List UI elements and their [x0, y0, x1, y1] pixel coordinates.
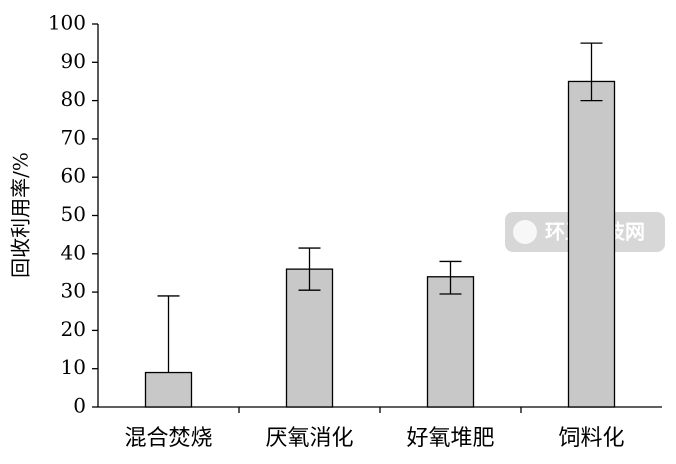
y-tick-label: 20 [61, 317, 86, 341]
bar [426, 276, 475, 408]
x-tick-label: 厌氧消化 [265, 426, 353, 451]
y-tick-label: 100 [48, 11, 86, 35]
error-bar-lower [298, 269, 321, 291]
y-axis-label: 回收利用率/% [9, 152, 33, 278]
error-bar-upper [580, 42, 603, 82]
watermark-icon [513, 220, 537, 244]
error-bar-upper [439, 260, 462, 277]
y-tick-label: 60 [61, 164, 86, 188]
bar [144, 371, 193, 408]
y-tick-label: 50 [61, 202, 86, 226]
y-tick-label: 80 [61, 87, 86, 111]
y-tick-label: 10 [61, 355, 86, 379]
bar [567, 80, 616, 408]
y-tick-label: 40 [61, 240, 86, 264]
bar [285, 268, 334, 408]
x-tick-label: 好氧堆肥 [406, 426, 494, 451]
y-tick-label: 70 [61, 125, 86, 149]
y-tick-label: 0 [73, 394, 86, 418]
error-bar-lower [580, 81, 603, 102]
y-tick-label: 30 [61, 279, 86, 303]
y-tick-label: 90 [61, 49, 86, 73]
x-tick-label: 饲料化 [558, 426, 624, 451]
x-tick-label: 混合焚烧 [124, 426, 212, 451]
error-bar-lower [439, 276, 462, 295]
error-bar-upper [298, 247, 321, 270]
error-bar-upper [157, 295, 180, 373]
